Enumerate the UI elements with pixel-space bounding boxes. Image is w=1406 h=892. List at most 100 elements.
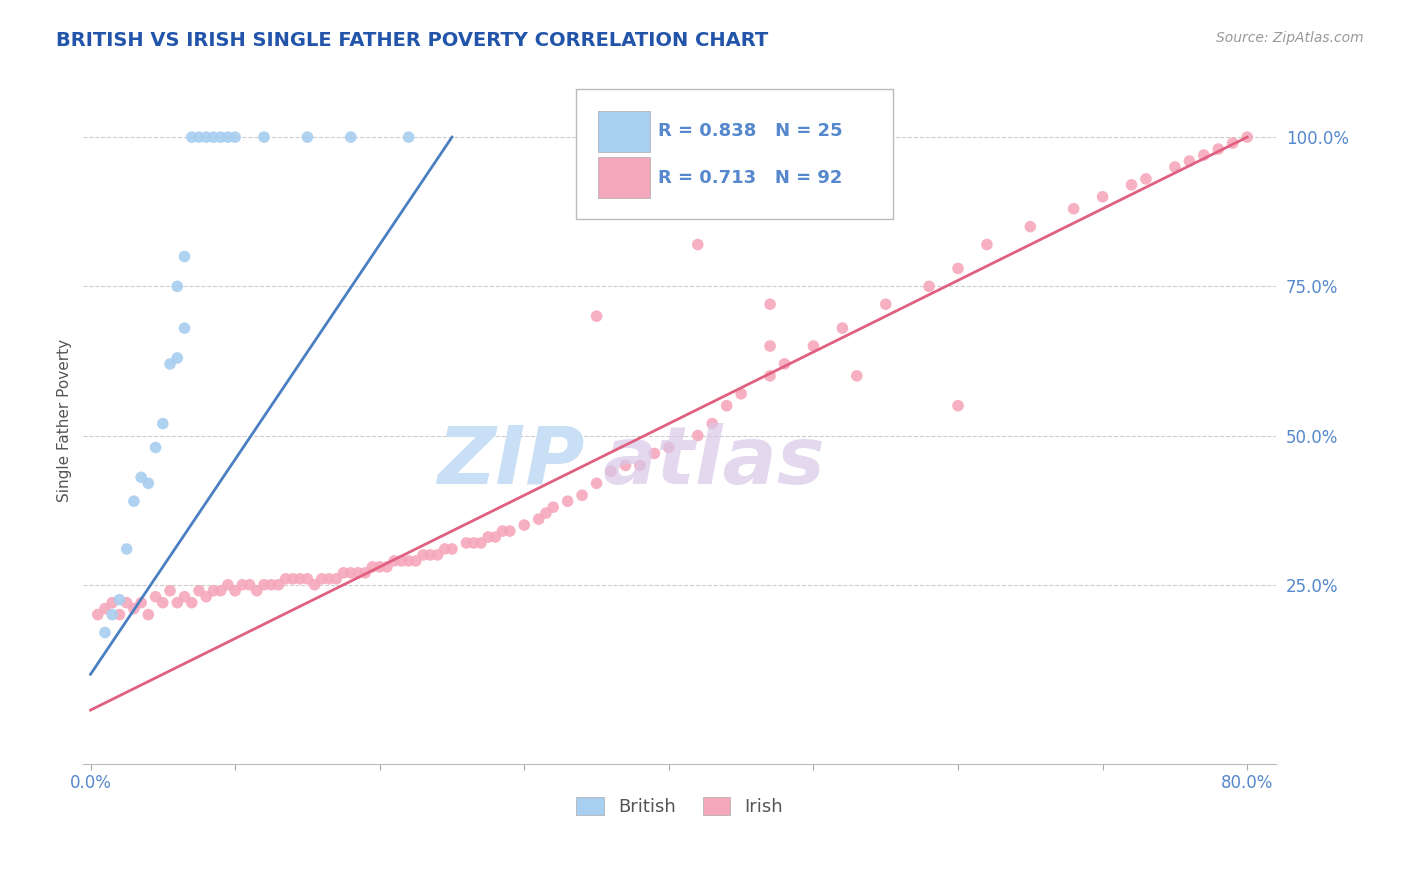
Point bbox=[499, 524, 522, 538]
Point bbox=[1091, 190, 1114, 204]
Point bbox=[382, 554, 405, 568]
Point bbox=[231, 578, 253, 592]
Point bbox=[267, 578, 290, 592]
Point bbox=[686, 237, 709, 252]
Point bbox=[209, 583, 232, 598]
Point bbox=[246, 583, 269, 598]
Point bbox=[527, 512, 550, 526]
Point bbox=[94, 625, 117, 640]
Point bbox=[702, 417, 724, 431]
Point bbox=[398, 130, 420, 145]
Point bbox=[129, 470, 152, 484]
Point bbox=[426, 548, 449, 562]
Point bbox=[217, 130, 239, 145]
Point bbox=[188, 130, 211, 145]
Point bbox=[1192, 148, 1215, 162]
Point bbox=[773, 357, 796, 371]
Point bbox=[180, 596, 202, 610]
Point bbox=[398, 554, 420, 568]
Point bbox=[658, 441, 681, 455]
Point bbox=[845, 368, 868, 383]
Point bbox=[108, 592, 131, 607]
Point bbox=[159, 583, 181, 598]
Point bbox=[628, 458, 651, 473]
Point bbox=[129, 596, 152, 610]
Point bbox=[456, 536, 478, 550]
Point bbox=[311, 572, 333, 586]
Point bbox=[195, 130, 218, 145]
Point bbox=[304, 578, 326, 592]
Point bbox=[188, 583, 211, 598]
Point bbox=[440, 541, 463, 556]
Point bbox=[875, 297, 897, 311]
Point bbox=[389, 554, 412, 568]
Point bbox=[260, 578, 283, 592]
Point bbox=[87, 607, 110, 622]
Point bbox=[484, 530, 506, 544]
Point bbox=[1135, 172, 1157, 186]
Point bbox=[166, 596, 188, 610]
Point bbox=[224, 583, 246, 598]
Point bbox=[347, 566, 370, 580]
Point bbox=[281, 572, 304, 586]
Point bbox=[209, 130, 232, 145]
Point bbox=[1206, 142, 1229, 156]
Point bbox=[145, 441, 167, 455]
Point bbox=[534, 506, 557, 520]
Point bbox=[1063, 202, 1085, 216]
Point bbox=[274, 572, 297, 586]
Text: R = 0.838   N = 25: R = 0.838 N = 25 bbox=[658, 122, 842, 140]
Point bbox=[195, 590, 218, 604]
Point bbox=[1178, 153, 1201, 168]
Point bbox=[433, 541, 456, 556]
Point bbox=[1236, 130, 1258, 145]
Text: BRITISH VS IRISH SINGLE FATHER POVERTY CORRELATION CHART: BRITISH VS IRISH SINGLE FATHER POVERTY C… bbox=[56, 31, 769, 50]
Point bbox=[173, 250, 195, 264]
Point bbox=[152, 596, 174, 610]
Point bbox=[716, 399, 738, 413]
Point bbox=[325, 572, 347, 586]
Point bbox=[614, 458, 637, 473]
Point bbox=[1121, 178, 1143, 192]
Point bbox=[202, 130, 225, 145]
Point bbox=[491, 524, 513, 538]
Point bbox=[115, 541, 138, 556]
Point bbox=[238, 578, 260, 592]
Point bbox=[585, 309, 607, 323]
Point bbox=[686, 428, 709, 442]
Point bbox=[730, 386, 752, 401]
Point bbox=[1019, 219, 1042, 234]
Point bbox=[297, 572, 319, 586]
Point bbox=[297, 130, 319, 145]
Point bbox=[108, 607, 131, 622]
Point bbox=[918, 279, 941, 293]
Point bbox=[513, 518, 536, 533]
Point bbox=[1164, 160, 1187, 174]
Point bbox=[94, 601, 117, 615]
Point bbox=[541, 500, 564, 515]
Point bbox=[224, 130, 246, 145]
Point bbox=[571, 488, 593, 502]
Text: Source: ZipAtlas.com: Source: ZipAtlas.com bbox=[1216, 31, 1364, 45]
Text: atlas: atlas bbox=[602, 423, 825, 500]
Point bbox=[288, 572, 311, 586]
Point bbox=[477, 530, 499, 544]
Point bbox=[976, 237, 998, 252]
Point bbox=[1222, 136, 1244, 150]
Point bbox=[122, 601, 145, 615]
Point bbox=[152, 417, 174, 431]
Point bbox=[470, 536, 492, 550]
Point bbox=[339, 130, 361, 145]
Text: R = 0.713   N = 92: R = 0.713 N = 92 bbox=[658, 169, 842, 186]
Point bbox=[138, 476, 160, 491]
Point bbox=[253, 578, 276, 592]
Point bbox=[405, 554, 427, 568]
Point bbox=[115, 596, 138, 610]
Point bbox=[354, 566, 377, 580]
Point bbox=[463, 536, 485, 550]
Point bbox=[253, 130, 276, 145]
Point bbox=[831, 321, 853, 335]
Point bbox=[318, 572, 340, 586]
Point bbox=[180, 130, 202, 145]
Point bbox=[759, 297, 782, 311]
